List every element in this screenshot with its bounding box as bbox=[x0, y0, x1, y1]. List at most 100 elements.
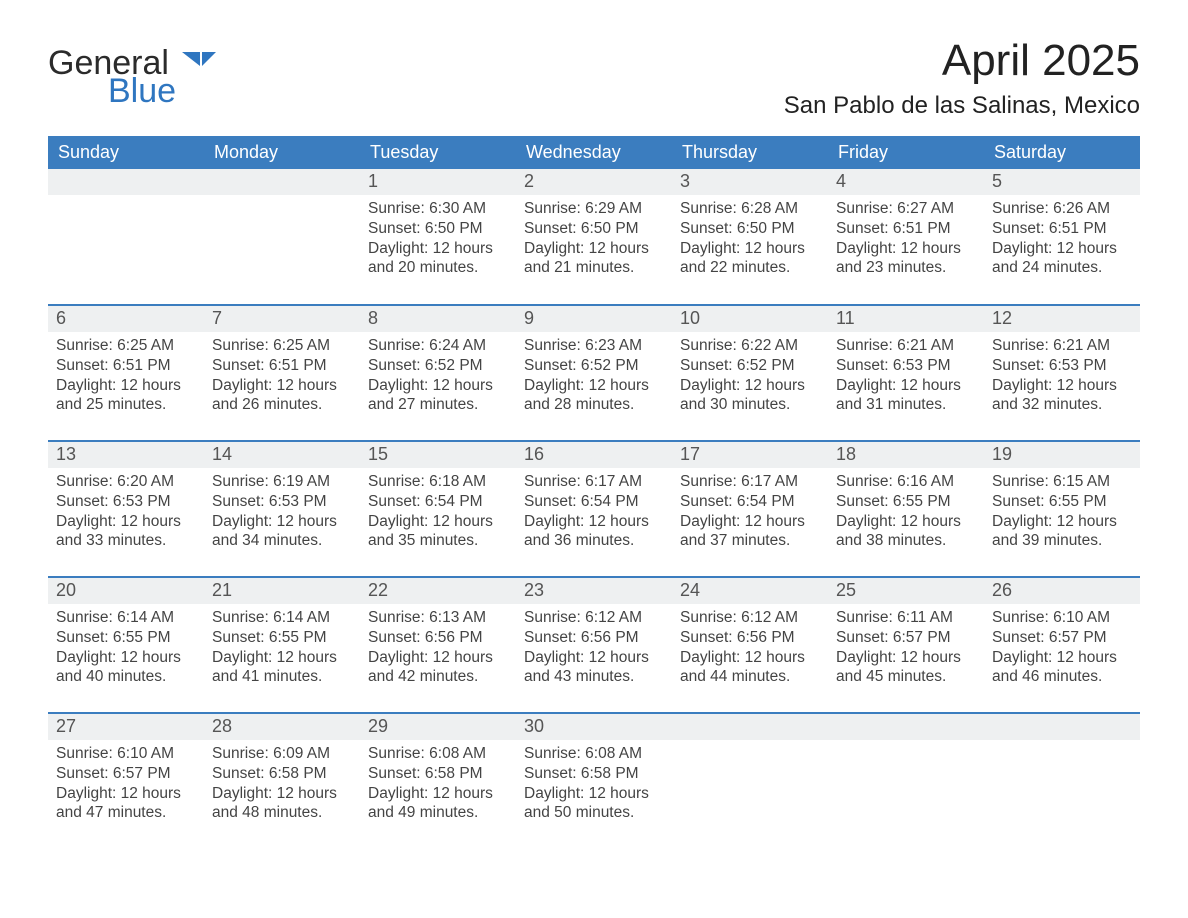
day-number: 25 bbox=[828, 578, 984, 604]
calendar-week-row: 6Sunrise: 6:25 AMSunset: 6:51 PMDaylight… bbox=[48, 305, 1140, 441]
day-number: 22 bbox=[360, 578, 516, 604]
calendar-day-cell: 11Sunrise: 6:21 AMSunset: 6:53 PMDayligh… bbox=[828, 305, 984, 441]
calendar-day-cell: 7Sunrise: 6:25 AMSunset: 6:51 PMDaylight… bbox=[204, 305, 360, 441]
calendar-week-row: 27Sunrise: 6:10 AMSunset: 6:57 PMDayligh… bbox=[48, 713, 1140, 849]
day-number: 20 bbox=[48, 578, 204, 604]
day-details: Sunrise: 6:12 AMSunset: 6:56 PMDaylight:… bbox=[672, 604, 828, 693]
logo-word-2: Blue bbox=[108, 74, 176, 108]
daylight-line: Daylight: 12 hours and 37 minutes. bbox=[680, 512, 820, 552]
day-number: 7 bbox=[204, 306, 360, 332]
calendar-day-cell: 21Sunrise: 6:14 AMSunset: 6:55 PMDayligh… bbox=[204, 577, 360, 713]
day-number: 1 bbox=[360, 169, 516, 195]
day-number: 4 bbox=[828, 169, 984, 195]
day-number bbox=[204, 169, 360, 195]
day-details: Sunrise: 6:17 AMSunset: 6:54 PMDaylight:… bbox=[516, 468, 672, 557]
sunrise-line: Sunrise: 6:13 AM bbox=[368, 608, 508, 628]
day-details: Sunrise: 6:08 AMSunset: 6:58 PMDaylight:… bbox=[360, 740, 516, 829]
sunset-line: Sunset: 6:51 PM bbox=[212, 356, 352, 376]
day-details: Sunrise: 6:22 AMSunset: 6:52 PMDaylight:… bbox=[672, 332, 828, 421]
sunset-line: Sunset: 6:52 PM bbox=[524, 356, 664, 376]
weekday-header: Tuesday bbox=[360, 136, 516, 169]
day-number: 30 bbox=[516, 714, 672, 740]
daylight-line: Daylight: 12 hours and 30 minutes. bbox=[680, 376, 820, 416]
day-details bbox=[984, 740, 1140, 750]
sunset-line: Sunset: 6:55 PM bbox=[212, 628, 352, 648]
calendar-day-cell: 22Sunrise: 6:13 AMSunset: 6:56 PMDayligh… bbox=[360, 577, 516, 713]
day-number: 21 bbox=[204, 578, 360, 604]
sunrise-line: Sunrise: 6:25 AM bbox=[56, 336, 196, 356]
day-number: 9 bbox=[516, 306, 672, 332]
sunset-line: Sunset: 6:50 PM bbox=[524, 219, 664, 239]
day-number: 10 bbox=[672, 306, 828, 332]
sunrise-line: Sunrise: 6:20 AM bbox=[56, 472, 196, 492]
sunset-line: Sunset: 6:57 PM bbox=[836, 628, 976, 648]
sunset-line: Sunset: 6:57 PM bbox=[992, 628, 1132, 648]
sunrise-line: Sunrise: 6:30 AM bbox=[368, 199, 508, 219]
daylight-line: Daylight: 12 hours and 41 minutes. bbox=[212, 648, 352, 688]
day-number: 29 bbox=[360, 714, 516, 740]
sunset-line: Sunset: 6:53 PM bbox=[56, 492, 196, 512]
sunset-line: Sunset: 6:53 PM bbox=[992, 356, 1132, 376]
day-number bbox=[48, 169, 204, 195]
sunset-line: Sunset: 6:57 PM bbox=[56, 764, 196, 784]
day-number: 5 bbox=[984, 169, 1140, 195]
sunrise-line: Sunrise: 6:08 AM bbox=[368, 744, 508, 764]
day-number: 2 bbox=[516, 169, 672, 195]
sunrise-line: Sunrise: 6:16 AM bbox=[836, 472, 976, 492]
calendar-day-cell: 4Sunrise: 6:27 AMSunset: 6:51 PMDaylight… bbox=[828, 169, 984, 305]
daylight-line: Daylight: 12 hours and 27 minutes. bbox=[368, 376, 508, 416]
sunrise-line: Sunrise: 6:18 AM bbox=[368, 472, 508, 492]
sunrise-line: Sunrise: 6:26 AM bbox=[992, 199, 1132, 219]
sunrise-line: Sunrise: 6:22 AM bbox=[680, 336, 820, 356]
sunset-line: Sunset: 6:55 PM bbox=[56, 628, 196, 648]
sunset-line: Sunset: 6:53 PM bbox=[212, 492, 352, 512]
calendar-day-cell: 12Sunrise: 6:21 AMSunset: 6:53 PMDayligh… bbox=[984, 305, 1140, 441]
daylight-line: Daylight: 12 hours and 36 minutes. bbox=[524, 512, 664, 552]
sunrise-line: Sunrise: 6:23 AM bbox=[524, 336, 664, 356]
day-number: 27 bbox=[48, 714, 204, 740]
daylight-line: Daylight: 12 hours and 38 minutes. bbox=[836, 512, 976, 552]
day-number: 15 bbox=[360, 442, 516, 468]
sunrise-line: Sunrise: 6:09 AM bbox=[212, 744, 352, 764]
day-number: 26 bbox=[984, 578, 1140, 604]
day-details: Sunrise: 6:21 AMSunset: 6:53 PMDaylight:… bbox=[828, 332, 984, 421]
calendar-day-cell bbox=[48, 169, 204, 305]
calendar-day-cell bbox=[672, 713, 828, 849]
daylight-line: Daylight: 12 hours and 23 minutes. bbox=[836, 239, 976, 279]
day-details: Sunrise: 6:20 AMSunset: 6:53 PMDaylight:… bbox=[48, 468, 204, 557]
daylight-line: Daylight: 12 hours and 49 minutes. bbox=[368, 784, 508, 824]
day-number: 24 bbox=[672, 578, 828, 604]
day-number: 14 bbox=[204, 442, 360, 468]
day-details: Sunrise: 6:24 AMSunset: 6:52 PMDaylight:… bbox=[360, 332, 516, 421]
daylight-line: Daylight: 12 hours and 22 minutes. bbox=[680, 239, 820, 279]
day-details: Sunrise: 6:10 AMSunset: 6:57 PMDaylight:… bbox=[48, 740, 204, 829]
location-label: San Pablo de las Salinas, Mexico bbox=[784, 92, 1140, 120]
day-details bbox=[672, 740, 828, 750]
calendar-table: SundayMondayTuesdayWednesdayThursdayFrid… bbox=[48, 136, 1140, 849]
calendar-day-cell: 23Sunrise: 6:12 AMSunset: 6:56 PMDayligh… bbox=[516, 577, 672, 713]
calendar-body: 1 Sunrise: 6:30 AM Sunset: 6:50 PM Daylight… bbox=[48, 169, 1140, 849]
day-details bbox=[828, 740, 984, 750]
sunrise-line: Sunrise: 6:24 AM bbox=[368, 336, 508, 356]
day-number: 19 bbox=[984, 442, 1140, 468]
daylight-line: Daylight: 12 hours and 20 minutes. bbox=[368, 239, 508, 279]
daylight-line: Daylight: 12 hours and 26 minutes. bbox=[212, 376, 352, 416]
sunset-line: Sunset: 6:55 PM bbox=[992, 492, 1132, 512]
weekday-header: Thursday bbox=[672, 136, 828, 169]
sunset-line: Sunset: 6:54 PM bbox=[680, 492, 820, 512]
calendar-day-cell bbox=[984, 713, 1140, 849]
sunset-line: Sunset: 6:56 PM bbox=[680, 628, 820, 648]
daylight-line: Daylight: 12 hours and 39 minutes. bbox=[992, 512, 1132, 552]
sunset-line: Sunset: 6:54 PM bbox=[524, 492, 664, 512]
sunset-line: Sunset: 6:58 PM bbox=[368, 764, 508, 784]
calendar-day-cell: 2Sunrise: 6:29 AMSunset: 6:50 PMDaylight… bbox=[516, 169, 672, 305]
day-details: Sunrise: 6:25 AMSunset: 6:51 PMDaylight:… bbox=[48, 332, 204, 421]
day-details: Sunrise: 6:23 AMSunset: 6:52 PMDaylight:… bbox=[516, 332, 672, 421]
day-details: Sunrise: 6:09 AMSunset: 6:58 PMDaylight:… bbox=[204, 740, 360, 829]
calendar-weekday-header: SundayMondayTuesdayWednesdayThursdayFrid… bbox=[48, 136, 1140, 169]
calendar-page: General Blue April 2025 San Pablo de las… bbox=[0, 0, 1188, 918]
sunrise-line: Sunrise: 6:21 AM bbox=[836, 336, 976, 356]
day-number: 13 bbox=[48, 442, 204, 468]
sunrise-line: Sunrise: 6:08 AM bbox=[524, 744, 664, 764]
weekday-header: Friday bbox=[828, 136, 984, 169]
